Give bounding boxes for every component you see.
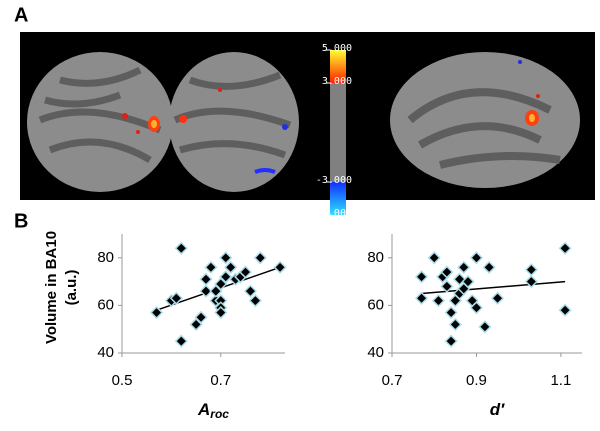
point: [440, 265, 454, 279]
colorbar-label: 3.000: [322, 76, 352, 87]
point: [427, 251, 441, 265]
point: [457, 260, 471, 274]
point: [482, 260, 496, 274]
x-label-main: d′: [490, 400, 505, 419]
point: [478, 320, 492, 334]
point: [199, 272, 213, 286]
brain-right-lateral: [169, 52, 299, 192]
colorbar-hot: [330, 50, 346, 83]
point: [414, 270, 429, 284]
colorbar: 5.000 3.000 -3.000 -5.000: [316, 43, 352, 219]
y-tick-label: 80: [367, 249, 384, 266]
brain-left-lateral: [27, 52, 173, 192]
point: [273, 260, 287, 274]
point: [444, 305, 458, 320]
y-tick-label: 80: [97, 249, 114, 266]
point: [214, 277, 228, 291]
point: [524, 275, 538, 289]
point: [248, 294, 262, 308]
point: [469, 251, 484, 265]
y-tick-label: 60: [367, 296, 384, 313]
point: [169, 291, 183, 305]
point: [448, 317, 462, 332]
point: [194, 310, 208, 324]
point: [150, 305, 164, 320]
point: [174, 241, 188, 255]
point: [461, 275, 475, 289]
point: [440, 279, 454, 293]
point: [219, 251, 233, 265]
x-tick-label: 0.5: [112, 372, 133, 389]
point: [558, 241, 572, 255]
point: [444, 334, 458, 348]
point: [189, 317, 203, 332]
x-label-sub: roc: [210, 407, 229, 421]
point: [469, 301, 484, 315]
x-tick-label: 0.9: [466, 372, 487, 389]
point: [238, 265, 253, 279]
point: [524, 263, 538, 277]
colorbar-label: -5.000: [316, 208, 352, 219]
y-tick-label: 60: [97, 296, 114, 313]
point: [224, 260, 238, 274]
panel-label: B: [14, 210, 28, 232]
point: [414, 291, 429, 305]
point: [558, 303, 572, 317]
y-tick-label: 40: [367, 344, 384, 361]
x-tick-label: 0.7: [210, 372, 231, 389]
x-tick-label: 1.1: [550, 372, 571, 389]
point: [243, 284, 257, 298]
trendline: [421, 280, 566, 295]
point: [253, 251, 267, 265]
y-axis-label: (a.u.): [63, 270, 80, 306]
point: [490, 291, 505, 305]
colorbar-label: -3.000: [316, 175, 352, 186]
point: [431, 294, 446, 308]
panel-label: A: [14, 4, 28, 26]
colorbar-cold: [330, 182, 346, 215]
x-axis-label: d′: [490, 400, 505, 419]
point: [174, 334, 188, 348]
x-label-main: A: [197, 400, 210, 419]
point: [204, 260, 218, 274]
brain-medial: [390, 52, 580, 188]
point: [209, 284, 223, 298]
y-axis-label: Volume in BA10: [43, 231, 60, 344]
point: [199, 284, 213, 298]
point: [214, 305, 228, 320]
colorbar-mid: [330, 83, 346, 182]
colorbar-label: 5.000: [322, 43, 352, 54]
x-tick-label: 0.7: [382, 372, 403, 389]
point: [219, 270, 233, 284]
point: [452, 272, 467, 286]
y-tick-label: 40: [97, 344, 114, 361]
x-axis-label: Aroc: [197, 400, 229, 421]
